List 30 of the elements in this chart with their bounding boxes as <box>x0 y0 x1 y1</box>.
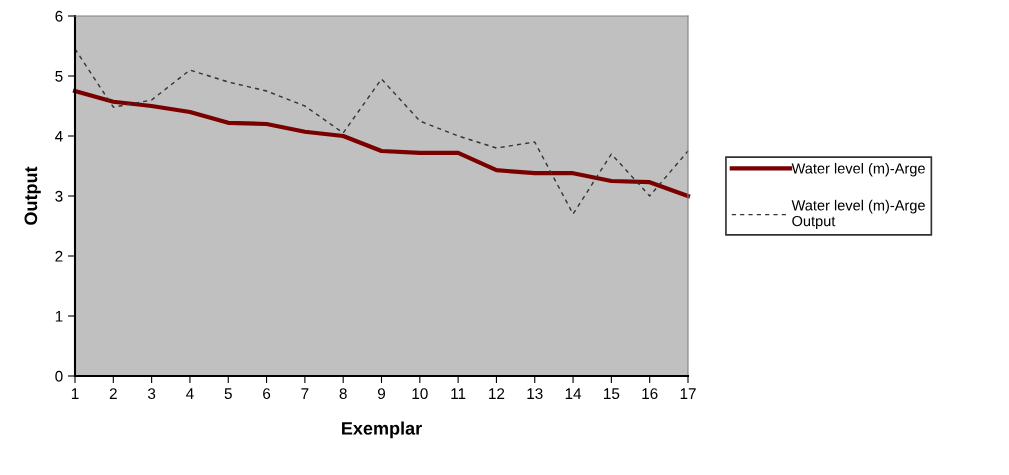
y-tick-label: 5 <box>55 71 63 82</box>
x-axis-title: Exemplar <box>342 421 422 439</box>
y-axis-title: Output <box>24 166 41 225</box>
y-tick-label: 1 <box>55 311 63 322</box>
x-tick-label: 7 <box>301 388 309 399</box>
y-tick-label: 4 <box>55 131 63 142</box>
x-tick-label: 9 <box>377 388 386 400</box>
x-tick-label: 2 <box>109 388 117 399</box>
line-series <box>72 88 691 199</box>
y-tick-label: 6 <box>55 10 63 22</box>
y-tick-label: 0 <box>55 370 63 382</box>
x-tick-label: 6 <box>263 388 271 400</box>
legend-label: Water level (m)-Arge Output <box>791 199 925 230</box>
x-tick-label: 13 <box>527 388 543 400</box>
x-tick-label: 8 <box>339 388 347 400</box>
x-tick-label: 3 <box>147 388 156 400</box>
x-tick-label: 5 <box>224 388 232 400</box>
x-tick-label: 4 <box>186 388 194 399</box>
x-tick-label: 15 <box>604 388 620 400</box>
x-tick-label: 10 <box>412 388 428 400</box>
x-tick-label: 14 <box>565 388 582 399</box>
x-tick-label: 12 <box>489 388 505 399</box>
y-tick-label: 2 <box>55 250 63 262</box>
x-tick-label: 11 <box>451 388 466 399</box>
y-tick-label: 3 <box>55 190 63 202</box>
x-tick-label: 17 <box>680 388 696 399</box>
legend-label: Water level (m)-Arge <box>791 162 925 177</box>
x-tick-label: 1 <box>71 388 79 399</box>
line-series <box>74 48 689 215</box>
x-tick-label: 16 <box>642 388 658 400</box>
